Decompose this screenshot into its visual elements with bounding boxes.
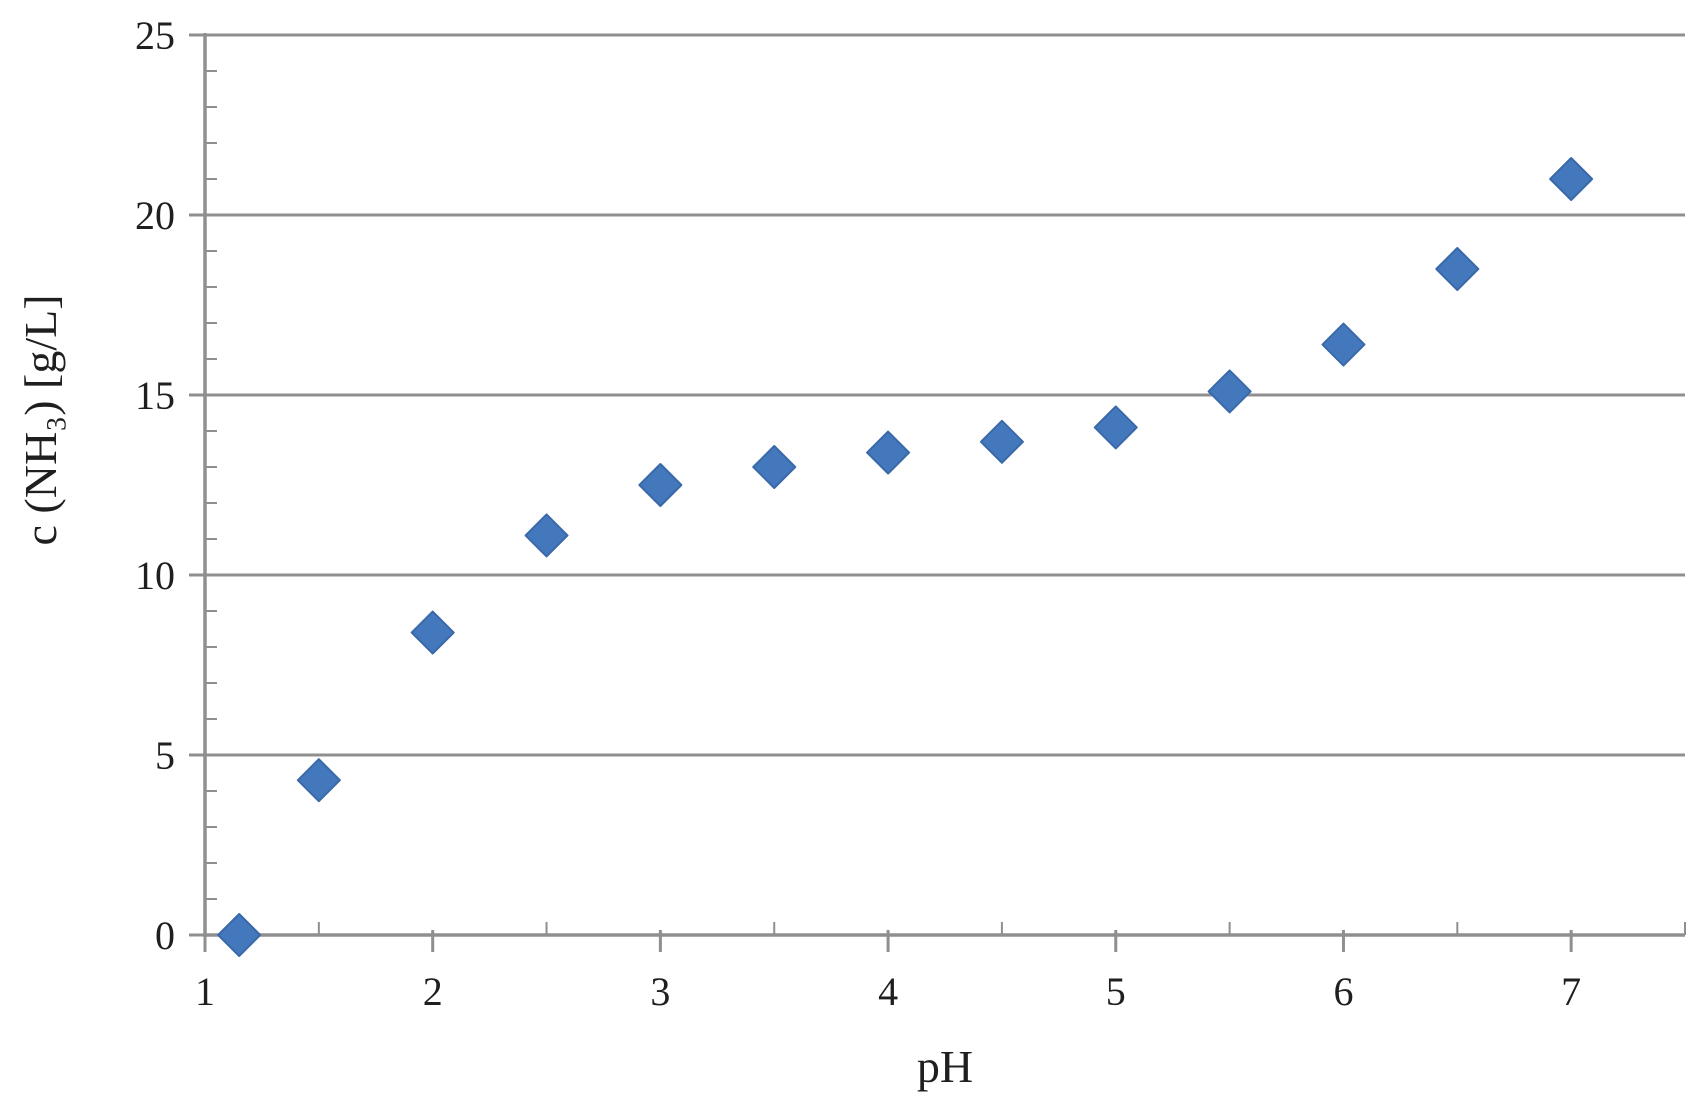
gridlines: [205, 33, 1685, 757]
x-tick-label: 7: [1561, 969, 1581, 1014]
data-point-marker: [217, 913, 262, 957]
data-points: [217, 157, 1594, 957]
data-point-marker: [1549, 157, 1594, 201]
y-tick-label: 5: [155, 733, 175, 778]
data-point-marker: [752, 445, 797, 489]
x-tick-label: 1: [195, 969, 215, 1014]
data-point-marker: [866, 430, 911, 475]
y-tick-label: 10: [135, 553, 175, 598]
data-point-marker: [1435, 247, 1480, 291]
data-point-marker: [524, 513, 569, 558]
data-point-marker: [1093, 405, 1138, 450]
data-point-marker: [410, 610, 455, 655]
tick-marks: [189, 33, 1686, 952]
x-tick-label: 6: [1333, 969, 1353, 1014]
data-point-marker: [296, 758, 341, 803]
y-tick-label: 25: [135, 13, 175, 58]
x-tick-label: 2: [423, 969, 443, 1014]
x-axis-title: pH: [917, 1041, 973, 1092]
y-axis-title: c (NH₃) [g/L]: [15, 294, 66, 545]
data-point-marker: [1207, 369, 1252, 414]
y-tick-label: 0: [155, 913, 175, 958]
x-tick-label: 3: [650, 969, 670, 1014]
axes: [203, 33, 1685, 937]
tick-labels: 0 5 10 15 20 25 1 2 3 4 5 6 7: [135, 13, 1581, 1014]
x-tick-label: 5: [1106, 969, 1126, 1014]
data-point-marker: [979, 419, 1024, 464]
data-point-marker: [1321, 322, 1366, 367]
x-tick-label: 4: [878, 969, 898, 1014]
data-point-marker: [638, 463, 683, 507]
y-tick-label: 15: [135, 373, 175, 418]
y-tick-label: 20: [135, 193, 175, 238]
